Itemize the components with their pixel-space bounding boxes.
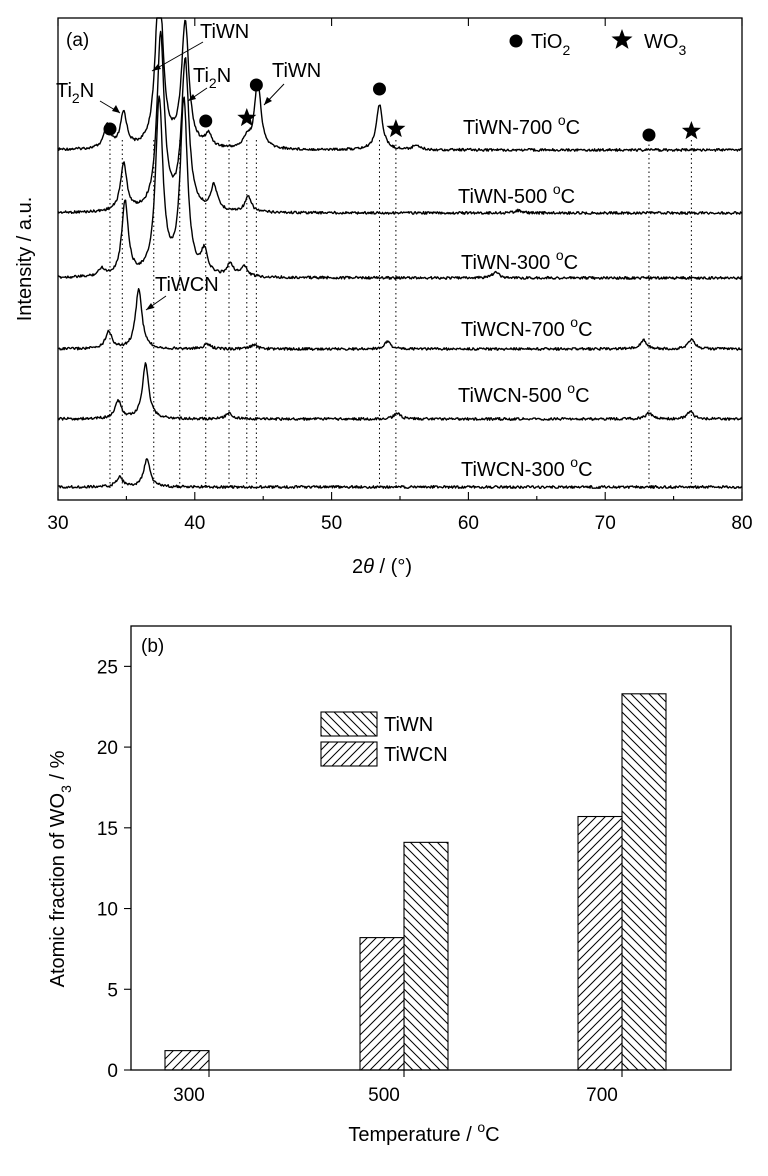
series-label: TiWCN-500 oC — [458, 380, 590, 407]
series-label: TiWN-500 oC — [458, 181, 575, 208]
arrow-head-icon — [146, 303, 154, 310]
bars — [164, 693, 667, 1071]
x-axis-title: Temperature / oC — [348, 1119, 499, 1146]
xrd-panel: 30 40 50 60 70 80 (a) TiO2 WO3 Ti2N TiWN Ti2N… — [14, 17, 753, 578]
tio2-marker-icon — [509, 34, 523, 48]
tio2-marker — [103, 122, 117, 136]
tio2-marker — [199, 114, 213, 128]
legend: TiWN TiWCN — [320, 711, 448, 767]
x-tick-label: 500 — [368, 1085, 400, 1106]
y-tick-label: 20 — [97, 738, 118, 759]
legend-swatch-tiwcn — [320, 741, 378, 767]
arrow-head-icon — [264, 97, 272, 105]
y-axis-ticks: 0 5 10 15 20 25 — [97, 657, 131, 1082]
bar-tiwcn — [577, 815, 623, 1071]
peak-annotations: Ti2N TiWN Ti2N TiWN TiWCN — [56, 21, 321, 311]
series-label: TiWCN-300 oC — [461, 454, 593, 481]
y-tick-label: 0 — [107, 1061, 118, 1082]
wo3-marker — [681, 121, 701, 140]
y-tick-label: 10 — [97, 900, 118, 921]
legend-wo3: WO3 — [644, 31, 686, 58]
y-tick-label: 5 — [107, 980, 118, 1001]
legend-swatch-tiwn — [320, 711, 378, 737]
panel-label: (a) — [66, 30, 89, 51]
bar-tiwn — [403, 841, 449, 1071]
bar-tiwcn — [164, 1050, 210, 1071]
x-tick-label: 80 — [731, 513, 752, 534]
series-label: TiWN-700 oC — [463, 112, 580, 139]
bar-panel: 0 5 10 15 20 25 300 500 700 (b) TiWN TiWCN Temp… — [47, 625, 732, 1146]
annotation-ti2n-left: Ti2N — [56, 80, 94, 106]
annotation-ti2n-mid: Ti2N — [193, 65, 231, 91]
y-tick-label: 25 — [97, 657, 118, 678]
xrd-trace — [57, 95, 743, 280]
legend-label-tiwcn: TiWCN — [384, 744, 448, 766]
phase-markers — [103, 78, 701, 142]
y-axis-title: Atomic fraction of WO3 / % — [47, 750, 74, 987]
annotation-arrow — [151, 41, 204, 72]
x-tick-label: 700 — [586, 1085, 618, 1106]
xrd-trace — [57, 17, 743, 152]
wo3-marker — [386, 119, 406, 138]
annotation-tiwn-right: TiWN — [272, 60, 321, 82]
panel-label: (b) — [141, 636, 164, 657]
x-tick-label: 30 — [47, 513, 68, 534]
x-tick-label: 40 — [184, 513, 205, 534]
wo3-marker — [237, 108, 257, 127]
series-label: TiWCN-700 oC — [461, 314, 593, 341]
y-axis-title: Intensity / a.u. — [14, 197, 36, 322]
legend: TiO2 WO3 — [509, 29, 686, 58]
series-label: TiWN-300 oC — [461, 247, 578, 274]
tio2-marker — [372, 82, 386, 96]
annotation-tiwcn: TiWCN — [155, 274, 219, 296]
series-labels: TiWN-700 oC TiWN-500 oC TiWN-300 oC TiWC… — [458, 112, 593, 481]
annotation-tiwn-top: TiWN — [200, 21, 249, 43]
bar-tiwn — [621, 693, 667, 1071]
plot-frame — [130, 625, 732, 1071]
bar-tiwcn — [359, 937, 405, 1071]
xrd-trace — [57, 458, 743, 489]
arrow-head-icon — [112, 105, 120, 113]
plot-frame — [57, 17, 743, 501]
tio2-marker — [642, 128, 656, 142]
x-tick-label: 70 — [595, 513, 616, 534]
x-tick-label: 60 — [458, 513, 479, 534]
arrow-head-icon — [152, 64, 161, 71]
legend-label-tiwn: TiWN — [384, 714, 433, 736]
tio2-marker — [249, 78, 263, 92]
x-axis-title: 2θ / (°) — [352, 556, 412, 578]
xrd-trace — [57, 30, 743, 215]
y-tick-label: 15 — [97, 819, 118, 840]
xrd-trace — [57, 362, 743, 421]
xrd-traces — [57, 17, 743, 489]
xrd-trace — [57, 288, 743, 351]
x-tick-label: 50 — [321, 513, 342, 534]
legend-tio2: TiO2 — [531, 31, 570, 58]
x-axis-ticks: 300 500 700 — [173, 1070, 623, 1106]
x-axis-ticks: 30 40 50 60 70 80 — [47, 18, 753, 534]
wo3-marker-icon — [611, 29, 633, 49]
arrow-head-icon — [188, 94, 196, 101]
x-tick-label: 300 — [173, 1085, 205, 1106]
